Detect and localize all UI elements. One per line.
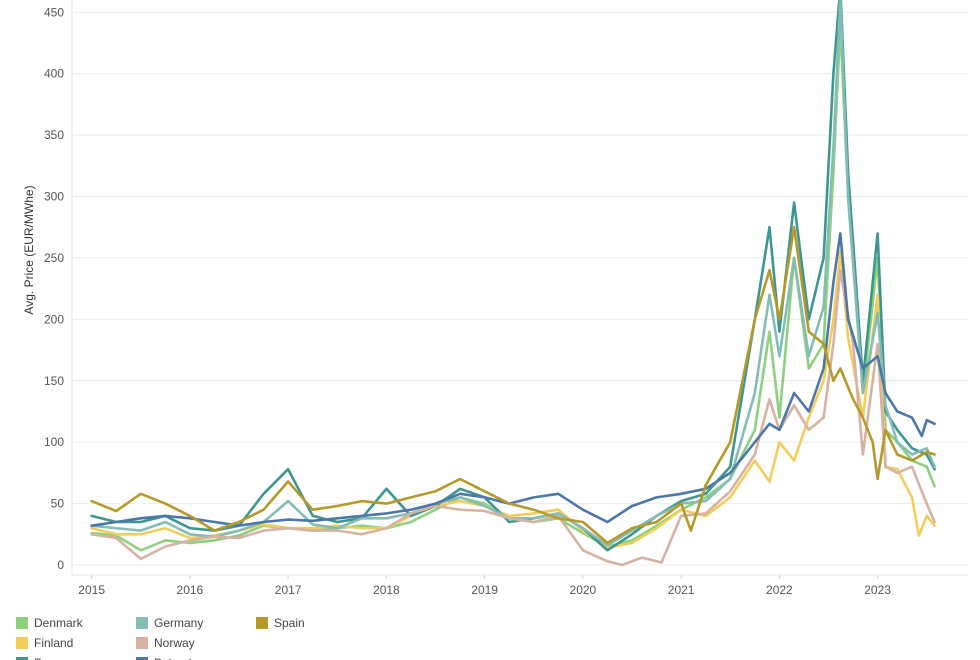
legend-item-poland[interactable]: Poland — [136, 654, 191, 660]
x-tick-label: 2017 — [275, 583, 302, 597]
y-tick-label: 0 — [57, 558, 64, 572]
y-tick-label: 200 — [44, 312, 64, 326]
legend-item-finland[interactable]: Finland — [16, 634, 73, 652]
y-axis-ticks: 0 50 100 150 200 250 300 350 400 450 — [44, 5, 64, 572]
legend-item-france[interactable]: France — [16, 654, 71, 660]
series-line-spain — [90, 225, 936, 545]
legend: Denmark Finland France Germany Norway Poland S… — [16, 612, 976, 660]
legend-label: Poland — [154, 656, 191, 660]
legend-swatch — [16, 637, 28, 649]
x-tick-label: 2016 — [177, 583, 204, 597]
grid-lines — [71, 0, 968, 576]
y-tick-label: 50 — [51, 497, 65, 511]
line-chart: 0 50 100 150 200 250 300 350 400 450 2015 2016 2017… — [22, 0, 968, 597]
legend-swatch — [16, 617, 28, 629]
x-tick-label: 2023 — [864, 583, 891, 597]
y-tick-label: 450 — [44, 5, 64, 19]
y-axis-title: Avg. Price (EUR/MWhe) — [22, 185, 36, 314]
x-tick-label: 2019 — [471, 583, 498, 597]
legend-swatch — [256, 617, 268, 629]
legend-item-norway[interactable]: Norway — [136, 634, 195, 652]
x-tick-label: 2018 — [373, 583, 400, 597]
x-tick-label: 2015 — [78, 583, 105, 597]
x-tick-label: 2020 — [570, 583, 597, 597]
legend-item-spain[interactable]: Spain — [256, 614, 305, 632]
y-tick-label: 250 — [44, 251, 64, 265]
legend-label: Denmark — [34, 616, 83, 630]
legend-label: Spain — [274, 616, 305, 630]
y-tick-label: 400 — [44, 67, 64, 81]
x-tick-label: 2022 — [766, 583, 793, 597]
legend-label: Finland — [34, 636, 74, 650]
series-line-finland — [90, 250, 936, 550]
legend-swatch — [136, 637, 148, 649]
legend-item-denmark[interactable]: Denmark — [16, 614, 83, 632]
y-tick-label: 300 — [44, 190, 64, 204]
legend-label: France — [34, 656, 71, 660]
legend-label: Germany — [154, 616, 204, 630]
x-tick-label: 2021 — [668, 583, 695, 597]
legend-swatch — [136, 617, 148, 629]
legend-swatch — [136, 657, 148, 660]
x-axis-ticks: 2015 2016 2017 2018 2019 2020 2021 2022 2023 — [78, 575, 891, 597]
y-tick-label: 350 — [44, 128, 64, 142]
y-tick-label: 100 — [44, 435, 64, 449]
series-line-france — [90, 0, 936, 552]
series-lines — [90, 0, 936, 567]
legend-label: Norway — [154, 636, 195, 650]
series-line-poland — [90, 232, 936, 527]
y-tick-label: 150 — [44, 374, 64, 388]
legend-item-germany[interactable]: Germany — [136, 614, 203, 632]
legend-swatch — [16, 657, 28, 660]
series-line-denmark — [90, 23, 936, 552]
series-line-germany — [90, 0, 936, 547]
